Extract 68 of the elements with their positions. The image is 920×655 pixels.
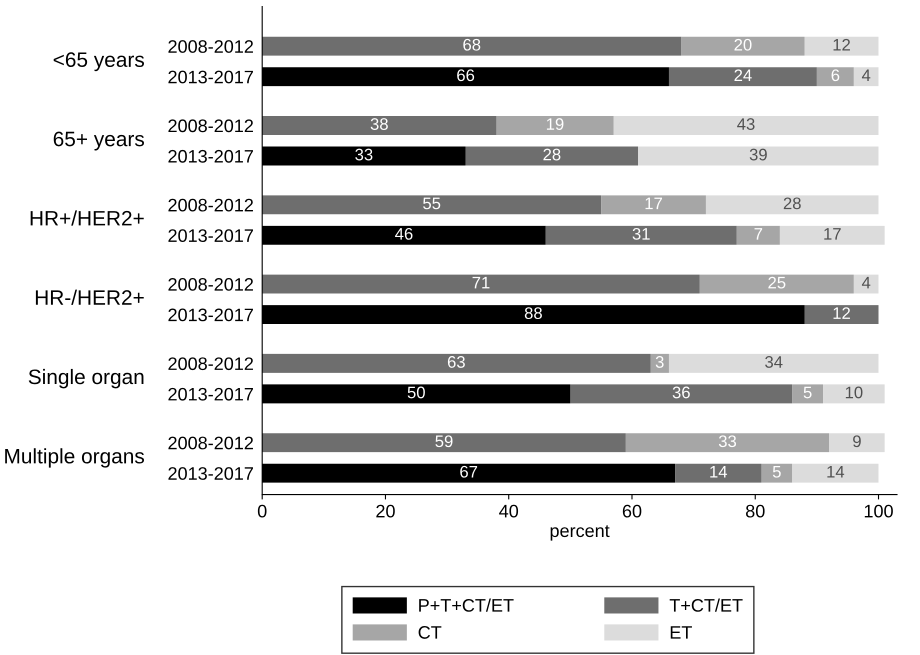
data-label: 59 <box>435 435 452 448</box>
data-label: 31 <box>632 228 650 240</box>
data-label: 68 <box>463 38 480 51</box>
data-label: 67 <box>460 466 478 478</box>
data-label: 34 <box>765 356 783 368</box>
y-tick-label: 2013-2017 <box>168 467 253 480</box>
text: Single organ <box>28 368 144 388</box>
y-tick-label: 2008-2012 <box>168 198 253 212</box>
data-label: 17 <box>646 198 662 210</box>
data-label: 71 <box>472 276 490 288</box>
data-label: 50 <box>408 386 425 398</box>
data-label: 14 <box>827 466 844 478</box>
data-label: 4 <box>862 276 870 288</box>
y-tick-label: 2013-2017 <box>168 308 253 322</box>
text: HR-/HER2+ <box>36 290 144 305</box>
data-label: 14 <box>710 466 728 478</box>
data-label: 39 <box>750 148 767 160</box>
y-tick-label: 2008-2012 <box>168 278 253 291</box>
data-label: 20 <box>734 38 752 51</box>
data-label: 28 <box>543 148 560 160</box>
y-tick-label: 2013-2017 <box>168 229 253 242</box>
y-tick-label: 2008-2012 <box>168 119 253 132</box>
x-tick-label: 20 <box>376 504 395 518</box>
legend-label: T+CT/ET <box>670 598 743 612</box>
data-label: 66 <box>457 69 474 82</box>
data-label: 10 <box>846 386 862 398</box>
data-label: 5 <box>772 466 781 478</box>
y-tick-label: 2013-2017 <box>168 70 253 84</box>
text: Multiple organs <box>5 448 144 468</box>
data-label: 5 <box>804 386 812 398</box>
data-label: 24 <box>734 69 752 82</box>
y-tick-label: 2013-2017 <box>168 150 253 163</box>
data-label: 38 <box>370 118 388 130</box>
x-tick-label: 0 <box>258 504 267 518</box>
legend-label: ET <box>670 626 692 639</box>
y-tick-label: 2008-2012 <box>168 436 253 450</box>
x-tick-label: 80 <box>746 504 765 518</box>
data-label: 3 <box>656 356 664 368</box>
legend-label: CT <box>418 626 442 639</box>
legend-label: P+T+CT/ET <box>419 598 514 612</box>
data-label: 43 <box>737 118 755 130</box>
data-label: 33 <box>355 148 372 160</box>
text: 65+ years <box>54 132 144 150</box>
y-tick-label: 2013-2017 <box>168 388 253 401</box>
data-label: 12 <box>834 38 850 51</box>
x-axis-title: percent <box>550 525 610 541</box>
data-label: 6 <box>832 69 840 82</box>
text: <65 years <box>54 52 144 72</box>
data-label: 25 <box>768 276 786 289</box>
data-label: 36 <box>672 386 690 398</box>
data-label: 33 <box>718 435 736 448</box>
y-tick-label: 2008-2012 <box>168 357 253 370</box>
y-tick-label: 2008-2012 <box>168 40 253 53</box>
data-label: 63 <box>448 356 465 368</box>
data-label: 55 <box>423 198 440 210</box>
text: HR+/HER2+ <box>30 210 144 226</box>
x-tick-label: 100 <box>864 504 893 518</box>
data-label: 28 <box>784 197 801 210</box>
x-tick-label: 40 <box>499 504 518 518</box>
data-label: 19 <box>546 118 564 130</box>
data-label: 17 <box>824 228 841 240</box>
data-label: 4 <box>862 70 870 82</box>
data-label: 88 <box>524 307 542 320</box>
data-label: 7 <box>754 228 762 240</box>
data-label: 46 <box>395 228 412 240</box>
data-label: 12 <box>834 307 850 319</box>
data-label: 9 <box>853 435 861 448</box>
x-tick-label: 60 <box>622 504 642 518</box>
